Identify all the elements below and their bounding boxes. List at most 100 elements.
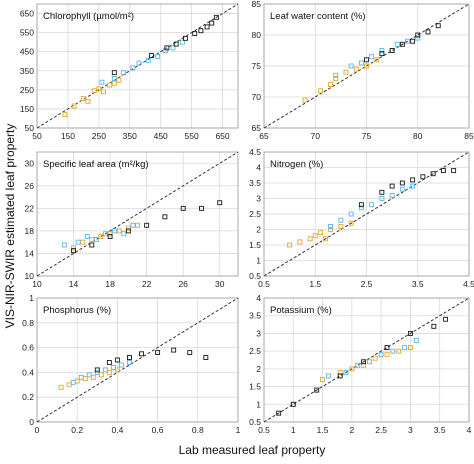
data-point-black: [107, 234, 113, 239]
data-point-blue: [415, 35, 421, 41]
x-tick-label: 2: [349, 425, 354, 435]
data-point-orange: [323, 236, 328, 242]
data-point-blue: [94, 369, 100, 375]
data-point-blue: [130, 65, 136, 71]
x-tick-label: 50: [32, 131, 42, 141]
data-point-black: [89, 242, 95, 248]
data-point-orange: [307, 236, 313, 242]
data-point-black: [125, 228, 131, 234]
x-tick-label: 2.5: [361, 279, 373, 289]
data-point-orange: [337, 369, 343, 375]
panel-title: Specific leaf area (m²/kg): [43, 159, 149, 170]
data-point-black: [358, 202, 364, 208]
y-tick-label: 2: [256, 364, 261, 374]
y-tick-label: 1: [256, 256, 261, 266]
data-point-blue: [102, 367, 108, 373]
data-point-blue: [399, 186, 405, 192]
panel-1: 50 150 250 350 450 550 650 50 150 250 350 450 550 650…: [20, 3, 239, 141]
data-point-orange: [66, 382, 72, 388]
y-tick-label: 0.5: [249, 271, 261, 281]
x-tick-label: 0.5: [258, 279, 270, 289]
data-point-orange: [107, 82, 113, 88]
x-tick-label: 3.5: [412, 279, 424, 289]
data-point-black: [192, 31, 198, 37]
data-point-black: [217, 200, 223, 206]
data-point-orange: [116, 77, 122, 83]
data-point-blue: [348, 211, 354, 217]
data-point-orange: [343, 69, 349, 75]
y-tick-label: 1: [256, 399, 261, 409]
panel-title: Leaf water content (%): [270, 11, 366, 22]
data-point-black: [111, 70, 117, 76]
y-tick-label: 150: [20, 104, 34, 114]
panel-4: 0.5 1.5 2.5 3.5 4.5 0.5 1 1.5 2 2.5 3 3.5 4 4.5 Nitrog…: [249, 147, 474, 289]
y-tick-label: 0.8: [22, 318, 34, 328]
data-point-orange: [106, 369, 112, 375]
x-tick-label: 650: [215, 131, 229, 141]
data-point-orange: [90, 374, 96, 380]
data-point-black: [435, 23, 441, 29]
data-point-blue: [358, 205, 364, 211]
data-point-blue: [78, 374, 84, 380]
data-point-orange: [98, 372, 104, 378]
data-point-blue: [338, 217, 344, 223]
plot-frame: [263, 297, 470, 423]
data-point-blue: [390, 348, 396, 354]
data-point-black: [203, 355, 209, 360]
panel-3: 10 14 18 22 26 30 10 14 18 22 26 30 Specific leaf ar…: [25, 151, 239, 289]
data-point-orange: [320, 377, 326, 382]
data-point-blue: [127, 360, 132, 365]
x-tick-label: 250: [92, 131, 106, 141]
y-tick-label: 0: [29, 417, 34, 427]
data-point-black: [410, 38, 416, 44]
x-tick-label: 70: [311, 131, 321, 141]
panel-5: 0 0.2 0.4 0.6 0.8 1 0 0.2 0.4 0.6 0.8 1 Phosphorus (…: [22, 293, 240, 435]
x-tick-label: 14: [69, 279, 79, 289]
data-point-blue: [155, 54, 161, 59]
data-point-blue: [145, 57, 151, 63]
data-point-black: [425, 29, 431, 35]
data-point-orange: [114, 367, 120, 373]
data-point-blue: [162, 48, 168, 54]
data-point-black: [155, 350, 161, 356]
data-point-orange: [297, 239, 303, 245]
one-to-one-line: [36, 297, 239, 423]
data-point-blue: [70, 379, 76, 385]
y-tick-label: 450: [20, 47, 34, 57]
x-tick-label: 1: [236, 425, 241, 435]
data-point-blue: [84, 234, 90, 239]
data-point-black: [389, 48, 395, 53]
data-point-orange: [349, 366, 355, 372]
data-point-orange: [107, 231, 113, 237]
data-point-orange: [62, 112, 68, 118]
panel-2: 65 70 75 80 85 65 70 75 80 85 Leaf water content (…: [252, 0, 474, 141]
data-point-blue: [378, 352, 384, 358]
y-tick-label: 0.5: [249, 417, 261, 427]
one-to-one-line: [36, 151, 239, 277]
data-point-blue: [112, 228, 118, 234]
y-tick-label: 0.2: [22, 392, 34, 402]
data-point-black: [420, 174, 426, 180]
data-point-black: [94, 367, 100, 373]
x-tick-label: 450: [154, 131, 168, 141]
data-point-orange: [80, 239, 86, 245]
data-point-orange: [384, 352, 390, 358]
data-point-black: [451, 168, 457, 174]
y-tick-label: 3.5: [249, 311, 261, 321]
data-point-orange: [135, 222, 140, 228]
data-point-orange: [372, 355, 378, 361]
plot-frame: [36, 297, 239, 423]
data-point-orange: [91, 88, 97, 94]
y-tick-label: 550: [20, 28, 34, 38]
data-point-blue: [348, 63, 354, 69]
panel-title: Potassium (%): [270, 305, 332, 316]
data-point-black: [430, 171, 436, 177]
data-point-orange: [287, 242, 293, 248]
y-tick-label: 80: [252, 30, 262, 40]
data-point-orange: [302, 97, 308, 103]
data-point-black: [127, 355, 132, 360]
data-point-black: [389, 183, 395, 189]
y-tick-label: 14: [25, 248, 35, 258]
data-point-black: [198, 28, 204, 34]
